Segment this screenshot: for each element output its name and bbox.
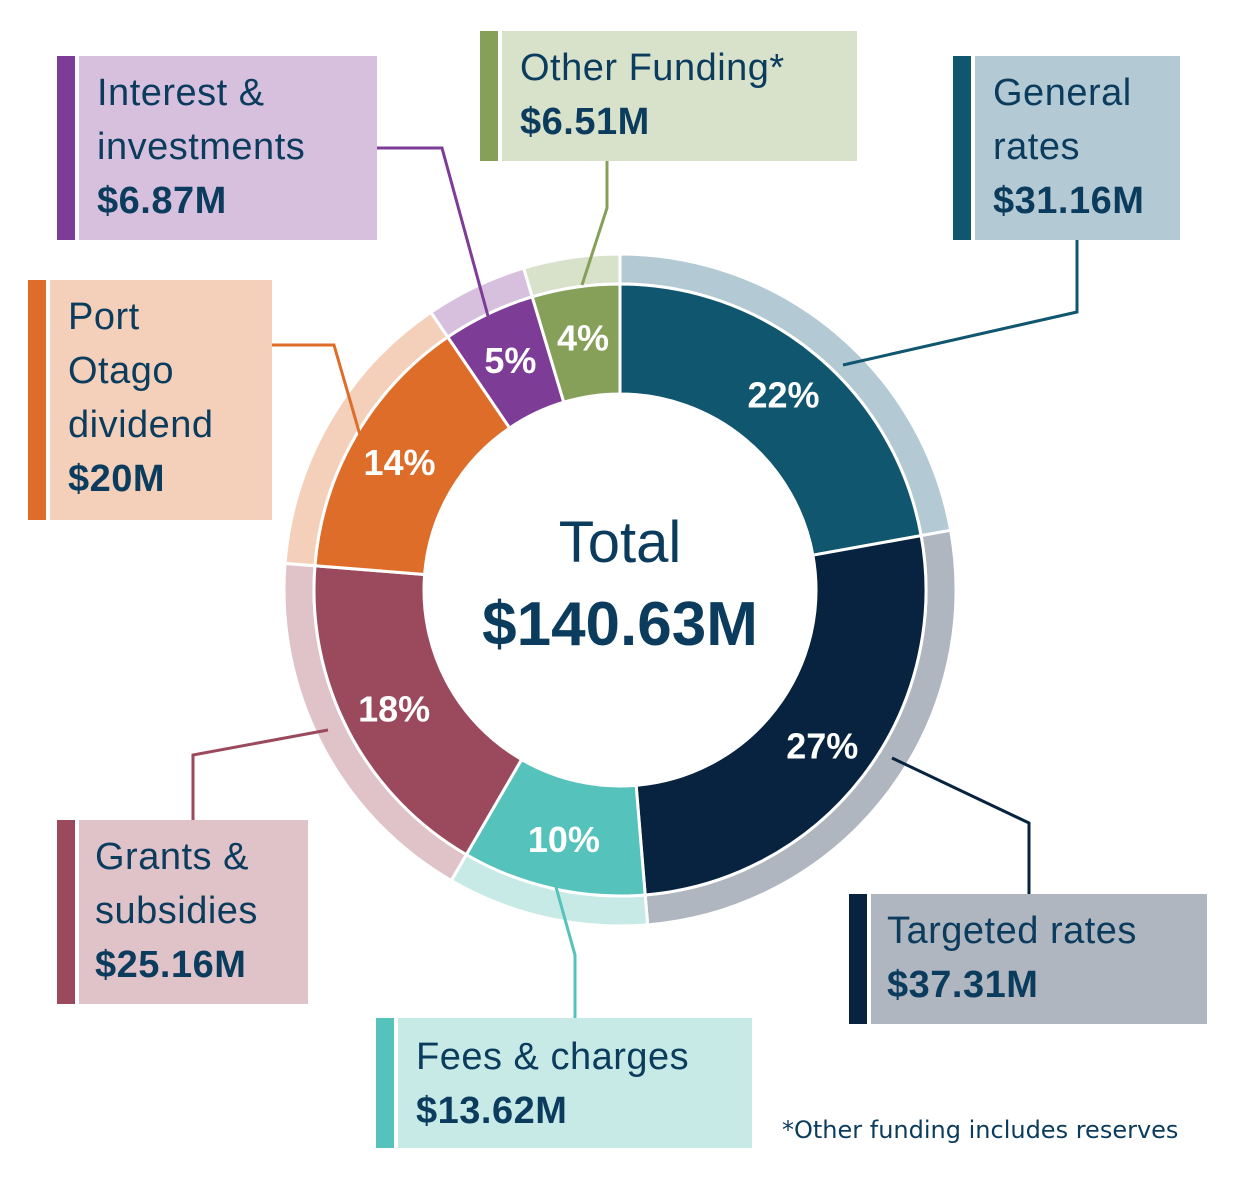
donut-main-ring	[312, 282, 928, 898]
segment-grants-subsidies	[312, 564, 524, 857]
callout-grants-subsidies: Grants & subsidies $25.16M	[57, 820, 308, 1004]
callout-background	[79, 820, 308, 1004]
callout-color-bar	[376, 1018, 394, 1148]
leader-line-port	[271, 343, 362, 436]
segment-general-rates	[618, 282, 923, 557]
percent-label-fees-charges: 10%	[528, 819, 600, 860]
callout-general-rates: General rates $31.16M	[953, 56, 1180, 240]
leader-line-targeted	[891, 756, 1031, 895]
callout-targeted-rates: Targeted rates $37.31M	[849, 894, 1207, 1024]
callout-color-bar	[57, 56, 75, 240]
leader-line-grants	[191, 728, 329, 820]
callout-name-line: subsidies	[95, 890, 258, 932]
callout-background	[398, 1018, 752, 1148]
callout-amount: $25.16M	[95, 944, 247, 986]
callout-other-funding: Other Funding* $6.51M	[480, 31, 857, 161]
callout-amount: $20M	[68, 458, 166, 500]
callout-background	[79, 56, 377, 240]
callout-color-bar	[953, 56, 971, 240]
center-total-value: $140.63M	[482, 590, 758, 659]
callout-color-bar	[849, 894, 867, 1024]
center-total-label: Total	[558, 510, 682, 575]
callout-background	[975, 56, 1180, 240]
callout-name-line: Otago	[68, 350, 175, 392]
percent-label-general-rates: 22%	[747, 374, 819, 415]
leader-line-other	[580, 160, 609, 286]
callout-background	[871, 894, 1207, 1024]
callout-name-line: General	[993, 72, 1132, 114]
callout-name-line: Interest &	[97, 72, 265, 114]
callout-name-line: Port	[68, 296, 140, 338]
percent-label-grants-subsidies: 18%	[358, 688, 430, 729]
callout-name-line: Fees & charges	[416, 1036, 690, 1078]
callout-name-line: Grants &	[95, 836, 249, 878]
leader-line-general	[842, 240, 1079, 367]
callout-color-bar	[57, 820, 75, 1004]
leader-lines	[191, 146, 1079, 1018]
callout-fees-charges: Fees & charges $13.62M	[376, 1018, 752, 1148]
callout-name-line: rates	[993, 126, 1080, 168]
callout-color-bar	[480, 31, 498, 161]
callout-name-line: Other Funding*	[520, 47, 785, 89]
callout-background	[502, 31, 857, 161]
callout-name-line: dividend	[68, 404, 214, 446]
callout-color-bar	[28, 280, 46, 520]
leader-line-interest	[376, 146, 490, 317]
callout-background	[50, 280, 272, 520]
percent-label-port-otago-dividend: 14%	[363, 442, 435, 483]
callout-name-line: investments	[97, 126, 306, 168]
percent-labels: 22% 27% 10% 18% 14% 5% 4%	[358, 318, 858, 860]
callout-interest-investments: Interest & investments $6.87M	[57, 56, 377, 240]
callout-amount: $37.31M	[887, 964, 1039, 1006]
callout-amount: $31.16M	[993, 180, 1145, 222]
callout-amount: $6.87M	[97, 180, 227, 222]
callout-name-line: Targeted rates	[887, 910, 1137, 952]
segment-other-funding	[530, 282, 622, 405]
segment-targeted-rates	[634, 533, 928, 897]
callout-port-otago-dividend: Port Otago dividend $20M	[28, 280, 272, 520]
percent-label-other-funding: 4%	[557, 318, 609, 359]
leader-line-fees	[554, 886, 577, 1018]
percent-label-interest-investments: 5%	[484, 340, 536, 381]
footnote: *Other funding includes reserves	[782, 1116, 1179, 1144]
percent-label-targeted-rates: 27%	[786, 725, 858, 766]
callout-amount: $13.62M	[416, 1090, 568, 1132]
callout-amount: $6.51M	[520, 101, 650, 143]
